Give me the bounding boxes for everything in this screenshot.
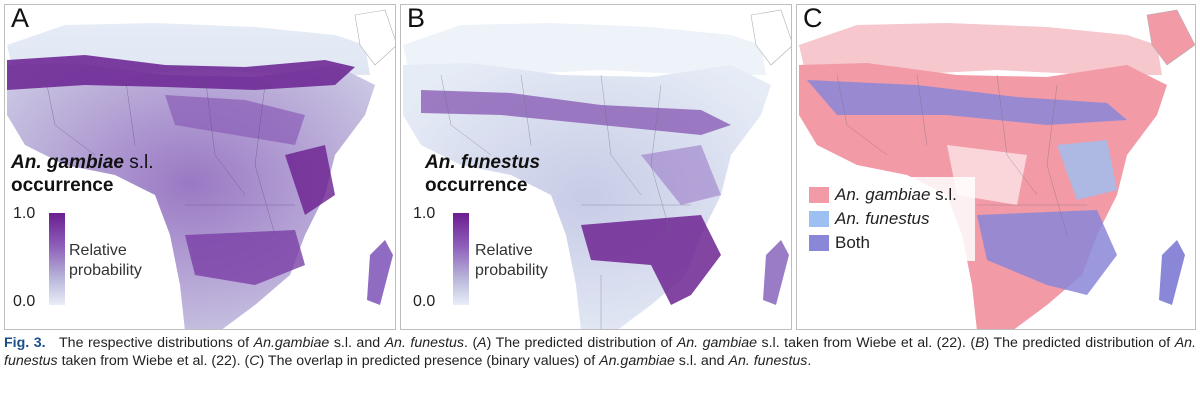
caption-i2: An. funestus	[384, 335, 465, 351]
panel-a-scale-label-line2: probability	[69, 262, 142, 279]
panel-b-scale-max: 1.0	[413, 205, 436, 222]
caption-t1: The respective distributions of	[59, 335, 254, 351]
panel-b-title-species: An. funestus	[425, 152, 541, 173]
figure-panels: A An. gambiae s.l. occurrence 1.0 Relati…	[4, 4, 1196, 330]
caption-t3: . (	[464, 335, 478, 351]
panel-b-colorbar	[453, 213, 469, 305]
caption-i9: An. funestus	[728, 353, 808, 369]
caption-i6: An. funestus	[4, 335, 1197, 369]
africa-map-overlap	[797, 5, 1195, 329]
caption-i8: An.gambiae	[599, 353, 675, 369]
panel-b: B An. funestus occurrence 1.0 Relative p…	[400, 4, 792, 330]
panel-a-title-species: An. gambiae	[11, 152, 124, 173]
caption-i7: C	[249, 353, 260, 369]
africa-map-gambiae	[5, 5, 395, 329]
panel-c: C An. gambiae s.l. An. funestus Both	[796, 4, 1196, 330]
panel-letter-b: B	[407, 4, 426, 33]
caption-t4: ) The predicted distribution of	[486, 335, 677, 351]
panel-a-scale-min: 0.0	[13, 293, 36, 310]
caption-t10: .	[807, 353, 812, 369]
panel-a-title-suffix: s.l.	[123, 152, 154, 173]
caption-t2: s.l. and	[329, 335, 385, 351]
legend-gambiae-suffix: s.l.	[930, 185, 957, 204]
caption-i1: An.gambiae	[253, 335, 330, 351]
caption-t7: taken from Wiebe et al. (22). (	[57, 353, 250, 369]
legend-both-label: Both	[835, 233, 870, 252]
legend-gambiae-species: An. gambiae	[835, 185, 931, 204]
legend-item-gambiae: An. gambiae s.l.	[809, 183, 957, 207]
legend-swatch-gambiae	[809, 187, 829, 203]
panel-a-scale-label: Relative probability	[69, 241, 169, 281]
caption-label: Fig. 3.	[4, 335, 46, 351]
panel-b-title: An. funestus occurrence	[425, 151, 540, 197]
panel-b-scale-min: 0.0	[413, 293, 436, 310]
panel-letter-a: A	[11, 4, 30, 33]
panel-b-scale-label-line2: probability	[475, 262, 548, 279]
panel-a-scale-max: 1.0	[13, 205, 36, 222]
panel-b-scale-label: Relative probability	[475, 241, 575, 281]
panel-letter-c: C	[803, 4, 823, 33]
caption-i3: A	[477, 335, 487, 351]
panel-a-colorbar	[49, 213, 65, 305]
legend-funestus-species: An. funestus	[835, 209, 930, 228]
legend-swatch-funestus	[809, 211, 829, 227]
panel-b-title-line2: occurrence	[425, 175, 528, 196]
caption-t9: s.l. and	[674, 353, 729, 369]
caption-t6: ) The predicted distribution of	[984, 335, 1175, 351]
panel-a-scale-label-line1: Relative	[69, 242, 127, 259]
panel-b-scale-label-line1: Relative	[475, 242, 533, 259]
panel-a: A An. gambiae s.l. occurrence 1.0 Relati…	[4, 4, 396, 330]
caption-t8: ) The overlap in predicted presence (bin…	[259, 353, 600, 369]
panel-a-title-line2: occurrence	[11, 175, 114, 196]
figure-caption: Fig. 3. The respective distributions of …	[4, 334, 1196, 370]
legend-item-both: Both	[809, 231, 957, 255]
caption-t5: s.l. taken from Wiebe et al. (22). (	[757, 335, 976, 351]
legend-swatch-both	[809, 235, 829, 251]
panel-a-title: An. gambiae s.l. occurrence	[11, 151, 154, 197]
caption-i5: B	[975, 335, 985, 351]
caption-i4: An. gambiae	[676, 335, 758, 351]
legend-item-funestus: An. funestus	[809, 207, 957, 231]
panel-c-legend: An. gambiae s.l. An. funestus Both	[809, 183, 957, 255]
